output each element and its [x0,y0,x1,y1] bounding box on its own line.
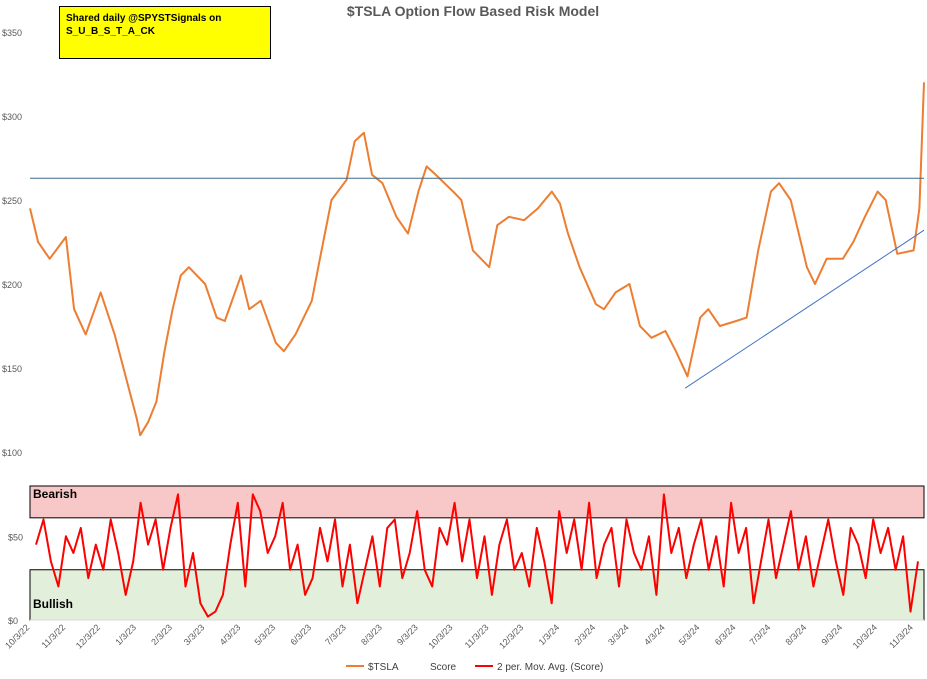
x-tick-label: 12/3/23 [497,622,525,650]
x-tick-label: 12/3/22 [74,622,102,650]
x-tick-label: 3/3/23 [182,622,207,647]
score-y-tick-label: $0 [8,616,18,626]
x-tick-label: 8/3/23 [359,622,384,647]
chart-title: $TSLA Option Flow Based Risk Model [347,3,599,19]
x-tick-label: 11/3/22 [40,622,68,650]
x-tick-label: 3/3/24 [606,622,631,647]
x-tick-label: 2/3/24 [572,622,597,647]
score-y-tick-label: $50 [8,532,23,542]
x-tick-label: 4/3/23 [218,622,243,647]
series-lines [29,82,925,618]
x-tick-label: 8/3/24 [784,622,809,647]
x-tick-label: 2/3/23 [149,622,174,647]
score-mov-avg-line [35,493,919,618]
support-trendline [684,229,925,389]
promo-note: Shared daily @SPYSTSignals on S_U_B_S_T_… [59,6,271,59]
legend-label: Score [430,662,457,673]
x-tick-label: 10/3/24 [851,622,879,650]
x-tick-label: 1/3/23 [113,622,138,647]
x-tick-label: 10/3/22 [3,622,31,650]
x-tick-label: 9/3/23 [395,622,420,647]
x-tick-label: 6/3/24 [713,622,738,647]
x-tick-label: 1/3/24 [537,622,562,647]
y-tick-label: $100 [2,448,22,458]
x-tick-label: 11/3/24 [887,622,915,650]
promo-note-line1: Shared daily @SPYSTSignals on [66,13,222,24]
y-tick-label: $150 [2,364,22,374]
promo-note-line2: S_U_B_S_T_A_CK [66,26,155,37]
y-tick-label: $250 [2,196,22,206]
x-tick-label: 7/3/23 [323,622,348,647]
bullish-zone-label: Bullish [33,597,73,611]
x-tick-label: 9/3/24 [819,622,844,647]
y-tick-label: $350 [2,28,22,38]
x-tick-label: 4/3/24 [642,622,667,647]
y-tick-label: $300 [2,112,22,122]
tsla-price-line [29,82,925,437]
x-tick-label: 7/3/24 [748,622,773,647]
legend-label: $TSLA [368,662,399,673]
x-tick-label: 5/3/24 [677,622,702,647]
x-tick-label: 10/3/23 [426,622,454,650]
x-tick-label: 11/3/23 [463,622,491,650]
bearish-zone-label: Bearish [33,487,77,501]
x-tick-label: 5/3/23 [252,622,277,647]
score-zones [29,485,925,621]
x-tick-label: 6/3/23 [288,622,313,647]
legend-label: 2 per. Mov. Avg. (Score) [497,662,603,673]
y-tick-label: $200 [2,280,22,290]
